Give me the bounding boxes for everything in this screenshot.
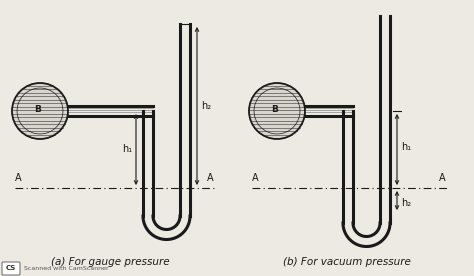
Text: (a) For gauge pressure: (a) For gauge pressure (51, 257, 169, 267)
Text: h₁: h₁ (122, 145, 132, 155)
Text: (b) For vacuum pressure: (b) For vacuum pressure (283, 257, 411, 267)
Text: CS: CS (6, 266, 16, 272)
Text: A: A (15, 173, 21, 183)
Text: B: B (35, 105, 41, 115)
Text: A: A (207, 173, 213, 183)
Circle shape (249, 83, 305, 139)
Text: h₂: h₂ (201, 101, 211, 111)
Circle shape (12, 83, 68, 139)
FancyBboxPatch shape (2, 262, 20, 275)
Text: Scanned with CamScanner: Scanned with CamScanner (24, 267, 109, 272)
Text: A: A (439, 173, 445, 183)
Text: h₂: h₂ (401, 198, 411, 208)
Text: h₁: h₁ (401, 142, 411, 153)
Text: A: A (252, 173, 258, 183)
Text: B: B (272, 105, 278, 115)
